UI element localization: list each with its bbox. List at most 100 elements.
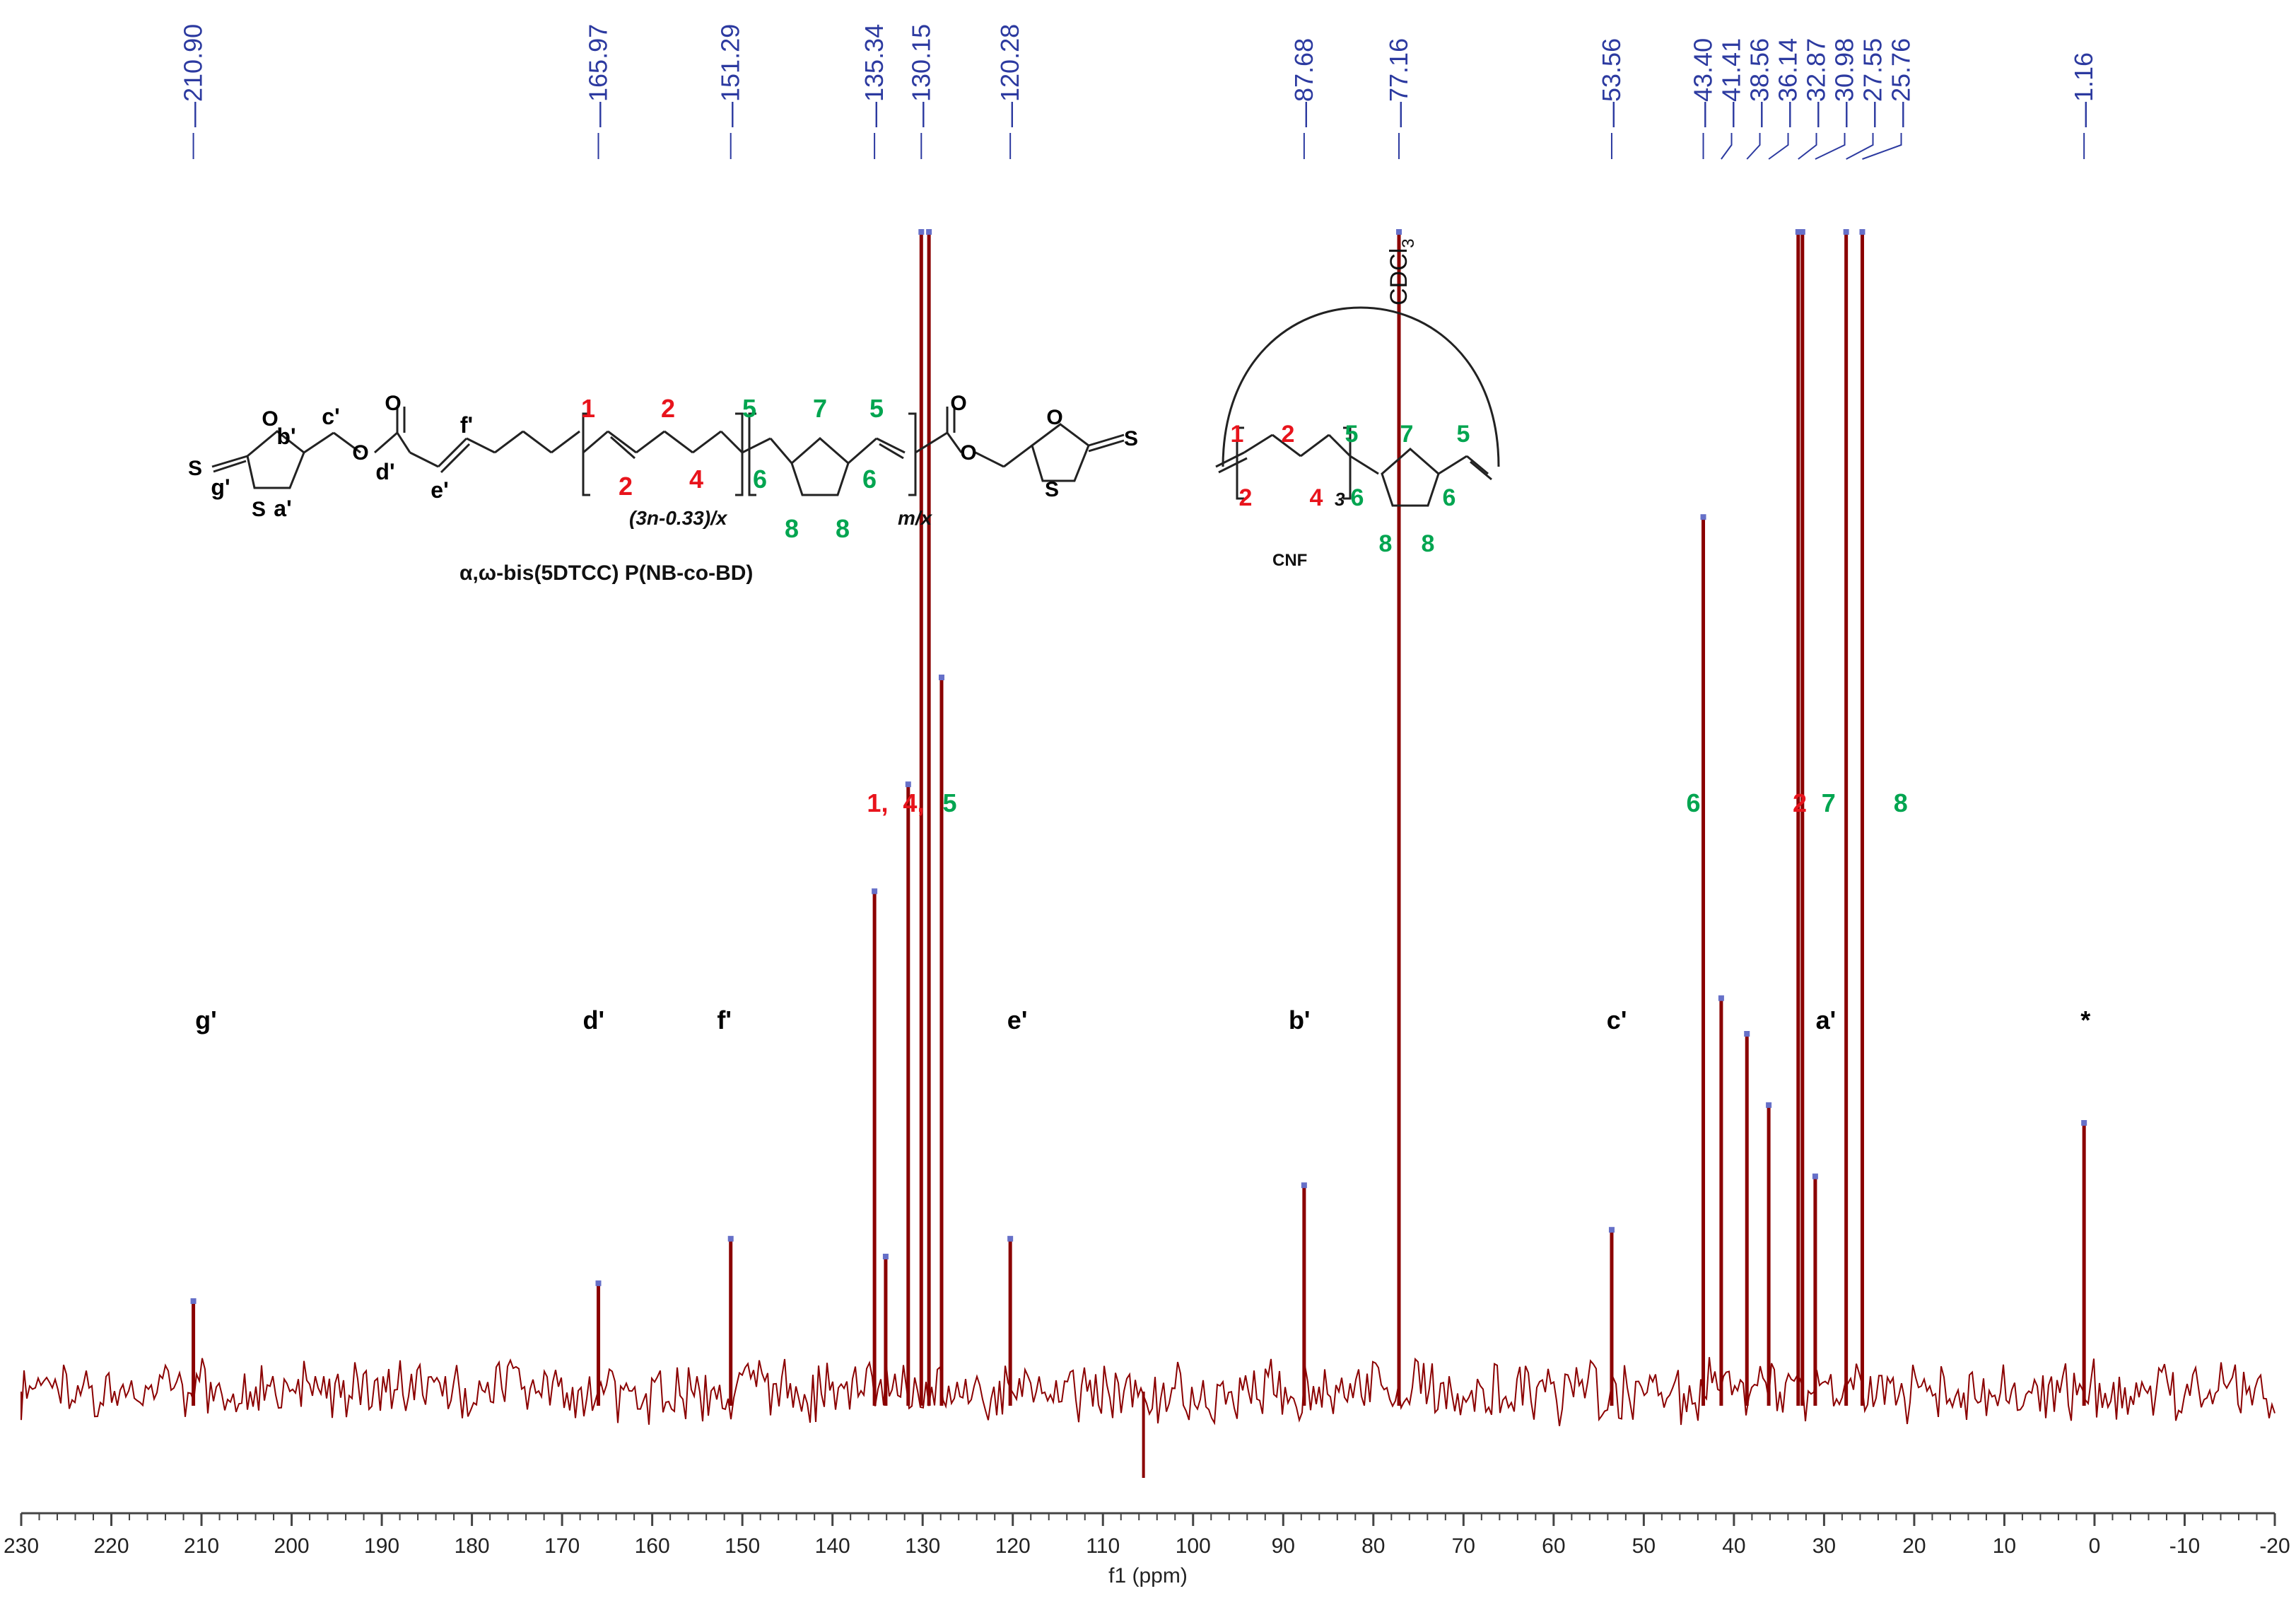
x-tick-label: -20 (2259, 1534, 2290, 1558)
peak-ppm-label: —135.34 (860, 24, 889, 127)
structure-atom-label: 4 (689, 465, 703, 494)
cyclic-cyclopentane (1381, 448, 1440, 507)
structure-atom-label: S (1124, 427, 1138, 450)
x-axis: 230 220 210 200 190 180 170 160 150 140 130 120 110 1… (4, 1512, 2290, 1587)
peak-assignment: g' (195, 1006, 217, 1035)
svg-text:CDCl3: CDCl3 (1386, 238, 1418, 305)
peak-ppm-label: —151.29 (716, 24, 745, 127)
peak-list-labels: —210.90 —165.97 —151.29 —135.34 —130.15 —120.… (179, 24, 2099, 127)
right-dtcc-ring (1031, 423, 1090, 482)
peak-marker (727, 1235, 734, 1242)
peak-ppm-label: —130.15 (906, 24, 935, 127)
x-tick-label: 100 (1176, 1534, 1211, 1558)
structure-atom-label: e' (430, 477, 448, 503)
structure-atom-label: 7 (813, 394, 827, 423)
x-tick-label: 190 (364, 1534, 399, 1558)
structure-atom-label: S (1045, 478, 1059, 501)
x-tick-label: 170 (544, 1534, 580, 1558)
structure-atom-label: f' (460, 412, 473, 438)
structure-atom-label: 2 (619, 472, 633, 501)
peak-marker (882, 1254, 889, 1259)
peak-marker (1718, 995, 1724, 1001)
peak-connector (1721, 133, 1733, 160)
peak-ppm-label: —30.98 (1830, 38, 1859, 127)
x-tick-label: 220 (93, 1534, 129, 1558)
peak-marker (905, 781, 911, 788)
peak-ppm-label: —165.97 (584, 24, 613, 127)
peak-ppm-label: —25.76 (1887, 38, 1916, 127)
structure-atom-label: 5 (869, 394, 884, 423)
peak-marker (1799, 229, 1805, 235)
group-assignment: 8 (1894, 788, 1908, 817)
peak-assignment: * (2080, 1006, 2090, 1035)
structure-atom-label: 2 (1282, 421, 1295, 448)
structure-caption: m/x (898, 507, 933, 529)
x-tick-label: 60 (1542, 1534, 1565, 1558)
peak-list-connectors (192, 133, 2085, 160)
structure-atom-label: 5 (1345, 421, 1359, 448)
x-tick-label: 210 (184, 1534, 219, 1558)
x-tick-label: 130 (905, 1534, 940, 1558)
peak-connector (1846, 133, 1874, 160)
peak-marker (1843, 229, 1849, 235)
x-tick-label: 10 (1993, 1534, 2016, 1558)
peak-marker (2081, 1120, 2087, 1126)
baseline-noise (20, 1357, 2276, 1478)
peak-ppm-label: —27.55 (1858, 38, 1887, 127)
x-axis-title: f1 (ppm) (1108, 1564, 1188, 1587)
peak-marker (926, 229, 932, 235)
peak-ppm-label: —87.68 (1289, 38, 1318, 127)
x-tick-label: 30 (1812, 1534, 1836, 1558)
structure-atom-label: 6 (862, 465, 877, 494)
structure-atom-label: 1 (581, 394, 595, 423)
peak-assignment: a' (1816, 1006, 1837, 1035)
x-tick-label: 200 (274, 1534, 310, 1558)
peak-marker (918, 229, 925, 235)
structure-atom-label: O (1046, 406, 1062, 429)
peak-assignment: e' (1007, 1006, 1028, 1035)
x-tick-label: 0 (2089, 1534, 2101, 1558)
cyclic-structure (1215, 306, 1500, 507)
x-tick-label: 160 (635, 1534, 670, 1558)
peak-ppm-label: —1.16 (2069, 52, 2098, 127)
structure-atom-label: g' (211, 474, 230, 500)
structure-atom-label: O (385, 392, 401, 415)
x-tick-label: 20 (1902, 1534, 1926, 1558)
structure-atom-label: 8 (785, 514, 799, 543)
x-axis-ticks: 230 220 210 200 190 180 170 160 150 140 130 120 110 1… (4, 1513, 2290, 1558)
peak-marker (1859, 229, 1866, 235)
peak-ppm-label: —32.87 (1802, 38, 1831, 127)
structure-atom-label: 6 (753, 465, 767, 494)
peak-ppm-label: —36.14 (1774, 38, 1803, 127)
x-tick-label: 110 (1086, 1534, 1120, 1558)
x-tick-label: 70 (1452, 1534, 1475, 1558)
peak-ppm-label: —53.56 (1597, 38, 1626, 127)
peak-assignment: b' (1289, 1006, 1311, 1035)
peak-marker (595, 1280, 602, 1286)
group-assignment: 2 (1793, 788, 1807, 817)
peak-marker (1700, 514, 1706, 520)
peak-marker (1007, 1235, 1014, 1242)
structure-atom-label: 2 (661, 394, 675, 423)
peak-marker (1301, 1182, 1307, 1189)
structure-atom-label: 8 (1422, 530, 1435, 557)
x-tick-label: 120 (995, 1534, 1031, 1558)
peak-ppm-label: —41.41 (1717, 38, 1746, 127)
cyclopentane-ring (790, 437, 850, 496)
peak-marker (190, 1298, 197, 1304)
structure-atom-label: 5 (1457, 421, 1470, 448)
peak-connector (1862, 133, 1902, 160)
solvent-label: CDCl (1386, 248, 1412, 305)
x-tick-label: 150 (725, 1534, 760, 1558)
x-tick-label: 90 (1272, 1534, 1295, 1558)
structure-atom-label: O (960, 441, 976, 465)
structure-atom-label: 6 (1351, 484, 1364, 511)
peak-ppm-label: —43.40 (1689, 38, 1718, 127)
structure-atom-label: b' (276, 424, 295, 449)
group-assignment: 1, (867, 788, 888, 817)
structure-caption: α,ω-bis(5DTCC) P(NB-co-BD) (459, 561, 753, 585)
group-assignment: 5 (942, 788, 956, 817)
peak-assignment: d' (582, 1006, 604, 1035)
x-tick-label: 140 (815, 1534, 850, 1558)
peak-marker (1744, 1031, 1750, 1037)
